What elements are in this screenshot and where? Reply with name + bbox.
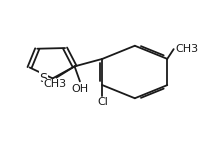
Text: OH: OH [71, 84, 88, 94]
Text: Cl: Cl [97, 97, 108, 107]
Text: CH3: CH3 [44, 79, 67, 89]
Text: CH3: CH3 [176, 44, 199, 54]
Text: S: S [39, 72, 47, 85]
